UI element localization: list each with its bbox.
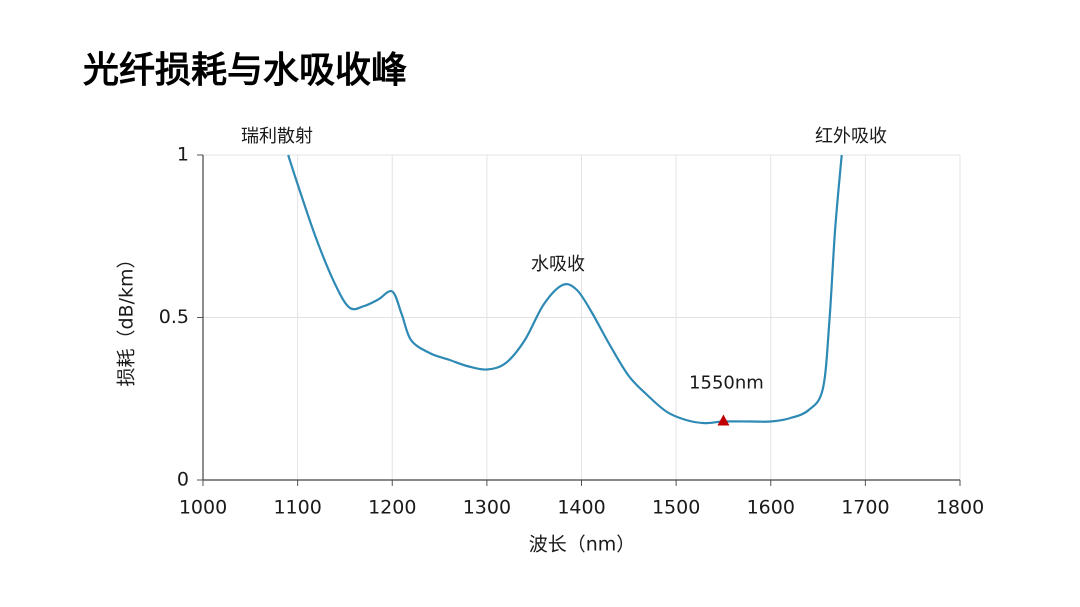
x-tick-label: 1000 (179, 497, 227, 519)
annotation: 水吸收 (531, 254, 585, 275)
chart-title: 光纤损耗与水吸收峰 (83, 50, 407, 91)
marker-label: 1550nm (689, 373, 764, 394)
y-tick-label: 1 (177, 144, 189, 166)
x-tick-label: 1600 (747, 497, 795, 519)
marker (717, 414, 730, 426)
y-tick-label: 0.5 (159, 306, 189, 328)
annotation: 瑞利散射 (241, 126, 313, 147)
loss-curve (287, 154, 843, 425)
y-tick-label: 0 (177, 469, 189, 491)
x-tick-label: 1400 (557, 497, 605, 519)
y-axis-title: 损耗（dB/km） (116, 249, 138, 386)
x-tick-label: 1700 (841, 497, 889, 519)
x-axis-title: 波长（nm） (529, 534, 636, 556)
annotation: 红外吸收 (815, 126, 887, 147)
x-tick-label: 1500 (652, 497, 700, 519)
x-tick-label: 1200 (368, 497, 416, 519)
x-tick-label: 1800 (936, 497, 984, 519)
x-tick-label: 1100 (273, 497, 321, 519)
x-tick-label: 1300 (463, 497, 511, 519)
